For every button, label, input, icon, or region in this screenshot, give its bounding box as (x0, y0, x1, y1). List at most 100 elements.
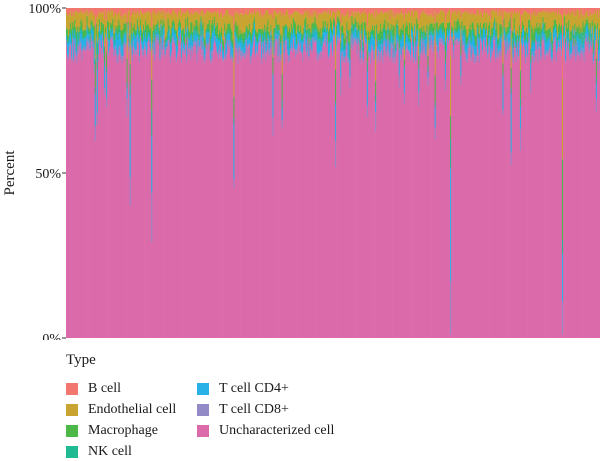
bar-segment (69, 47, 71, 339)
bar-segment (396, 44, 399, 338)
bar-segment (235, 8, 237, 14)
bar-segment (145, 12, 147, 21)
bar-segment (241, 56, 243, 338)
bar-segment (93, 64, 96, 73)
bar-segment (322, 28, 325, 32)
bar-segment (376, 24, 378, 31)
bar-segment (391, 29, 393, 36)
bar-segment (143, 33, 145, 51)
bar-segment (472, 47, 475, 51)
bar-segment (467, 53, 469, 338)
bar-segment (311, 23, 313, 34)
bar-segment (556, 40, 559, 43)
bar-segment (324, 20, 327, 26)
bar-segment (275, 17, 277, 26)
bar-segment (578, 33, 580, 40)
bar-segment (327, 56, 330, 59)
bar-segment (117, 63, 119, 338)
bar-segment (529, 28, 531, 31)
bar-segment (262, 36, 264, 43)
bar-segment (250, 45, 253, 56)
bar-segment (167, 8, 170, 12)
bar-segment (207, 28, 210, 33)
bar-segment (562, 78, 564, 160)
bar-segment (117, 13, 119, 26)
bar-segment (393, 26, 395, 34)
bar-segment (405, 22, 408, 33)
bar-segment (354, 11, 356, 19)
bar-segment (405, 13, 408, 23)
bar-segment (592, 64, 595, 339)
bar-segment (202, 50, 204, 339)
bar-segment (97, 39, 100, 42)
bar-segment (295, 11, 297, 24)
bar-segment (187, 16, 189, 27)
bar-segment (351, 38, 353, 339)
bar-segment (107, 8, 109, 13)
bar-segment (567, 39, 569, 49)
bar-segment (374, 35, 376, 40)
bar-segment (338, 8, 340, 11)
bar-segment (428, 26, 430, 31)
bar-segment (495, 8, 497, 12)
bar-segment (341, 14, 343, 27)
bar-segment (412, 29, 414, 32)
bar-segment (566, 8, 568, 15)
bar-segment (243, 41, 246, 45)
bar-segment (71, 43, 73, 58)
bar-segment (553, 19, 556, 27)
bar-segment (505, 8, 507, 13)
bar-segment (178, 8, 181, 10)
bar-segment (381, 10, 383, 32)
bar-segment (421, 31, 423, 34)
bar-segment (134, 36, 137, 38)
bar-segment (226, 34, 228, 37)
bar-segment (487, 47, 489, 54)
bar-segment (569, 47, 571, 52)
bar-segment (211, 8, 214, 13)
bar-segment (145, 49, 147, 339)
bar-segment (401, 32, 404, 35)
bar-segment (257, 43, 259, 52)
bar-segment (124, 23, 126, 31)
bar-segment (473, 53, 476, 64)
bar-segment (591, 26, 594, 28)
bar-segment (474, 8, 477, 15)
bar-segment (136, 24, 139, 29)
bar-segment (581, 14, 583, 33)
bar-segment (338, 37, 340, 42)
bar-segment (491, 10, 493, 29)
bar-segment (113, 8, 115, 17)
bar-segment (260, 34, 262, 38)
bar-segment (228, 24, 230, 31)
bar-segment (586, 8, 589, 12)
bar-segment (161, 25, 163, 36)
bar-segment (160, 8, 162, 15)
bar-segment (156, 40, 158, 45)
bar-segment (442, 22, 445, 30)
bar-segment (301, 8, 303, 15)
bar-segment (174, 33, 177, 46)
bar-segment (564, 25, 566, 27)
bar-segment (446, 22, 449, 29)
bar-segment (138, 62, 141, 338)
bar-segment (536, 32, 538, 42)
bar-segment (413, 62, 415, 338)
bar-segment (527, 33, 529, 41)
bar-segment (267, 31, 269, 35)
bar-segment (551, 51, 554, 59)
bar-segment (289, 48, 292, 51)
bar-segment (238, 48, 240, 338)
bar-segment (508, 8, 510, 13)
bar-segment (324, 25, 327, 28)
bar-segment (327, 43, 330, 57)
bar-segment (98, 8, 101, 12)
bar-segment (127, 33, 129, 38)
bar-segment (467, 39, 469, 41)
bar-segment (522, 24, 525, 28)
bar-segment (594, 40, 597, 44)
bar-segment (174, 28, 177, 32)
bar-segment (88, 11, 90, 29)
bar-segment (474, 54, 477, 64)
bar-segment (364, 8, 367, 14)
